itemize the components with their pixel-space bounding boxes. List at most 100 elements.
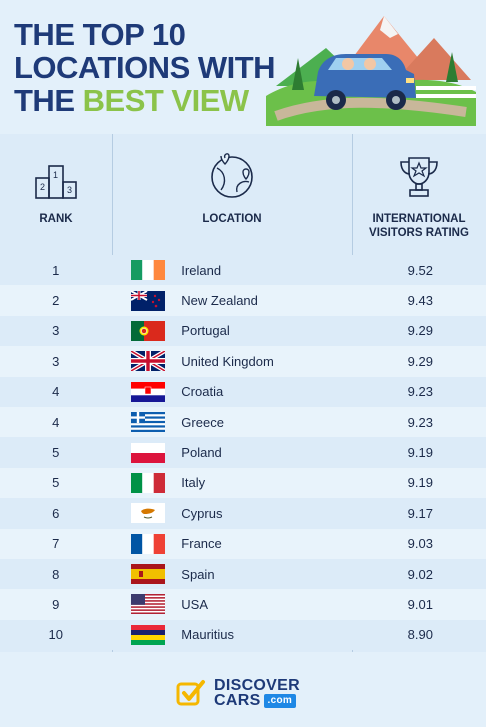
- logo-wordmark: DISCOVER CARS .com: [214, 677, 300, 709]
- rating-cell: 9.23: [407, 384, 433, 400]
- rank-cell: 2: [52, 293, 60, 309]
- table-row: 8 Spain 9.02: [0, 558, 486, 590]
- rank-cell: 3: [52, 323, 60, 339]
- country-cell: Poland: [181, 445, 222, 461]
- table-row: 9 USA 9.01: [0, 589, 486, 620]
- rank-cell: 4: [52, 384, 60, 400]
- rating-cell: 9.03: [407, 536, 433, 552]
- rating-cell: 9.02: [407, 566, 433, 582]
- flag-cell: [122, 503, 176, 524]
- rating-cell: 9.19: [407, 445, 433, 461]
- table-row: 10 Mauritius 8.90: [0, 619, 486, 651]
- table-row: 5 Italy 9.19: [0, 467, 486, 499]
- rank-cell: 5: [52, 475, 60, 491]
- country-cell: United Kingdom: [181, 353, 274, 369]
- country-cell: Italy: [181, 475, 206, 491]
- france-flag-icon: [131, 533, 166, 554]
- mauritius-flag-icon: [131, 624, 166, 645]
- rating-cell: 9.01: [407, 596, 433, 612]
- globe-pin-icon: [211, 153, 253, 198]
- rank-cell: 3: [52, 353, 60, 369]
- flag-cell: [122, 260, 176, 281]
- new-zealand-flag-icon: [131, 290, 166, 311]
- rating-header-line-1: INTERNATIONAL: [372, 213, 466, 225]
- header: THE TOP 10 LOCATIONS WITH THE BEST VIEW: [0, 0, 486, 134]
- rank-cell: 7: [52, 536, 60, 552]
- country-cell: Cyprus: [181, 505, 223, 521]
- country-cell: Mauritius: [181, 627, 235, 643]
- country-cell: Spain: [181, 566, 215, 582]
- table-rows: 1 Ireland 9.52 2 New Zealand 9.43 3 Portugal 9.2…: [0, 255, 486, 651]
- rank-cell: 9: [52, 596, 60, 612]
- rank-cell: 6: [52, 505, 60, 521]
- greece-flag-icon: [131, 412, 166, 433]
- usa-flag-icon: [131, 594, 166, 615]
- flag-cell: [122, 351, 176, 372]
- svg-text:3: 3: [67, 185, 72, 195]
- logo-line-2: CARS .com: [214, 692, 300, 709]
- rating-cell: 9.52: [407, 262, 433, 278]
- rating-header-line-2: VISITORS RATING: [369, 227, 469, 239]
- title-line-2: LOCATIONS WITH: [14, 50, 276, 85]
- croatia-flag-icon: [131, 381, 166, 402]
- country-cell: Portugal: [181, 323, 230, 339]
- flag-cell: [122, 564, 176, 585]
- title-line-3: THE BEST VIEW: [14, 84, 275, 117]
- portugal-flag-icon: [131, 320, 166, 341]
- country-cell: Greece: [181, 414, 224, 430]
- uk-flag-icon: [131, 351, 166, 372]
- rating-cell: 9.43: [407, 293, 433, 309]
- trophy-icon: [400, 157, 438, 197]
- car-illustration: [266, 16, 476, 126]
- rating-cell: 9.23: [407, 414, 433, 430]
- discover-cars-logo: DISCOVER CARS .com: [176, 677, 300, 709]
- podium-icon: 2 1 3: [35, 165, 77, 199]
- header-location: LOCATION: [112, 134, 352, 254]
- header-rating: INTERNATIONAL VISITORS RATING: [352, 134, 486, 254]
- logo-cars: CARS: [214, 692, 261, 709]
- ireland-flag-icon: [131, 260, 166, 281]
- header-rank: 2 1 3 RANK: [0, 134, 112, 254]
- table-row: 7 France 9.03: [0, 528, 486, 559]
- cyprus-flag-icon: [131, 503, 166, 524]
- rating-cell: 9.17: [407, 505, 433, 521]
- rating-header-label: INTERNATIONAL VISITORS RATING: [369, 212, 469, 240]
- checkmark-logo-icon: [176, 680, 205, 706]
- flag-cell: [122, 472, 176, 493]
- flag-cell: [122, 533, 176, 554]
- poland-flag-icon: [131, 442, 166, 463]
- table-row: 3 United Kingdom 9.29: [0, 346, 486, 377]
- rating-cell: 9.29: [407, 323, 433, 339]
- title-line-1: THE TOP 10: [14, 17, 186, 52]
- rating-cell: 9.29: [407, 353, 433, 369]
- flag-cell: [122, 442, 176, 463]
- italy-flag-icon: [131, 472, 166, 493]
- table-row: 3 Portugal 9.29: [0, 315, 486, 347]
- country-cell: USA: [181, 596, 209, 612]
- flag-cell: [122, 594, 176, 615]
- table-row: 6 Cyprus 9.17: [0, 498, 486, 529]
- rating-cell: 8.90: [407, 627, 433, 643]
- svg-text:1: 1: [53, 170, 58, 180]
- rank-cell: 5: [52, 445, 60, 461]
- flag-cell: [122, 320, 176, 341]
- rating-cell: 9.19: [407, 475, 433, 491]
- table-row: 4 Greece 9.23: [0, 406, 486, 438]
- rank-cell: 1: [52, 262, 60, 278]
- flag-cell: [122, 624, 176, 645]
- flag-cell: [122, 412, 176, 433]
- country-cell: Ireland: [181, 262, 222, 278]
- flag-cell: [122, 381, 176, 402]
- title-accent: BEST VIEW: [82, 83, 250, 118]
- location-header-label: LOCATION: [202, 213, 262, 225]
- country-cell: Croatia: [181, 384, 224, 400]
- logo-com-badge: .com: [263, 693, 297, 708]
- logo-line-1: DISCOVER: [214, 677, 300, 694]
- country-cell: France: [181, 536, 222, 552]
- rank-header-label: RANK: [39, 213, 73, 225]
- footer: [0, 652, 486, 727]
- country-cell: New Zealand: [181, 293, 258, 309]
- svg-text:2: 2: [40, 182, 45, 192]
- spain-flag-icon: [131, 564, 166, 585]
- ranking-table: 2 1 3 RANK LOCATION INTERNATIONAL VISITO…: [0, 134, 486, 652]
